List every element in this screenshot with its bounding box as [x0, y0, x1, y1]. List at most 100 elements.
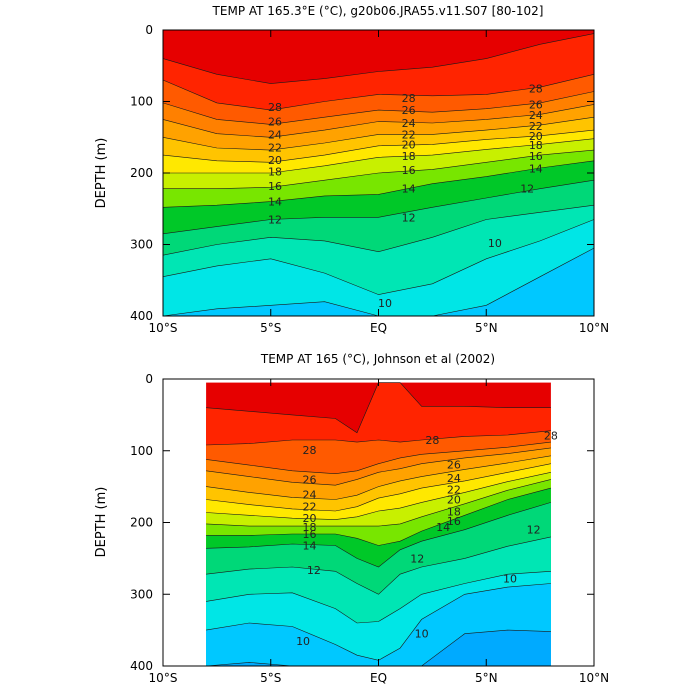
contour-label: 14 — [436, 521, 450, 534]
isotherm-14 — [162, 160, 595, 208]
contour-label: 28 — [544, 430, 558, 443]
contour-label: 12 — [410, 552, 424, 565]
isotherm-16 — [206, 487, 551, 546]
y-tick-label: 100 — [130, 95, 153, 109]
isotherm-28 — [162, 74, 595, 111]
isotherm-18 — [206, 479, 551, 527]
y-axis-label: DEPTH (m) — [94, 138, 109, 209]
contour-label: 20 — [529, 130, 543, 143]
contour-label: 12 — [402, 211, 416, 224]
x-tick-label: 5°S — [260, 321, 281, 335]
isotherm-18 — [163, 138, 595, 174]
y-tick-label: 300 — [130, 238, 153, 252]
isotherm-27 — [206, 441, 551, 475]
contour-label: 10 — [503, 572, 517, 585]
contour-label: 26 — [268, 116, 282, 129]
isotherm-14 — [206, 502, 551, 568]
contour-label: 10 — [488, 237, 502, 250]
y-tick-label: 200 — [130, 166, 153, 180]
x-tick-label: EQ — [370, 321, 387, 335]
contour-label: 16 — [303, 528, 317, 541]
contour-label: 22 — [268, 141, 282, 154]
x-tick-label: 10°N — [579, 321, 609, 335]
contour-label: 10 — [296, 635, 310, 648]
contour-label: 22 — [529, 120, 543, 133]
isotherm-26 — [162, 91, 595, 125]
contour-label: 18 — [303, 521, 317, 534]
contour-label: 14 — [402, 183, 416, 196]
contour-label: 12 — [520, 183, 534, 196]
contour-label: 18 — [447, 506, 461, 519]
isotherm-24 — [206, 455, 551, 500]
x-tick-label: 10°N — [579, 671, 609, 685]
contour-label: 14 — [529, 163, 543, 176]
contour-label: 10 — [378, 297, 392, 310]
contour-label: 18 — [402, 150, 416, 163]
x-tick-label: 5°N — [475, 671, 498, 685]
isotherm-22 — [206, 463, 551, 512]
y-tick-label: 400 — [130, 659, 153, 673]
x-tick-label: 10°S — [149, 321, 178, 335]
contour-label: 24 — [303, 489, 317, 502]
contour-label: 18 — [529, 139, 543, 152]
contour-label: 16 — [268, 180, 282, 193]
chart-title: TEMP AT 165 (°C), Johnson et al (2002) — [260, 352, 495, 366]
contour-label: 26 — [529, 98, 543, 111]
contour-label: 14 — [303, 539, 317, 552]
contour-label: 16 — [529, 150, 543, 163]
isotherm-11 — [206, 571, 551, 624]
contour-label: 14 — [268, 196, 282, 209]
x-tick-label: EQ — [370, 671, 387, 685]
y-tick-label: 0 — [145, 372, 153, 386]
contour-label: 22 — [303, 501, 317, 514]
x-tick-label: 5°N — [475, 321, 498, 335]
chart-title: TEMP AT 165.3°E (°C), g20b06.JRA55.v11.S… — [212, 4, 544, 18]
contour-label: 20 — [402, 138, 416, 151]
contour-label: 20 — [268, 154, 282, 167]
x-tick-label: 10°S — [149, 671, 178, 685]
y-tick-label: 100 — [130, 444, 153, 458]
contour-label: 22 — [447, 483, 461, 496]
contour-label: 24 — [529, 109, 543, 122]
contour-label: 26 — [402, 104, 416, 117]
isotherm-29 — [162, 33, 595, 84]
y-tick-label: 400 — [130, 309, 153, 323]
y-tick-label: 200 — [130, 516, 153, 530]
isotherm-12 — [162, 179, 595, 235]
contour-label: 18 — [268, 166, 282, 179]
contour-label: 26 — [303, 473, 317, 486]
contour-label: 24 — [402, 117, 416, 130]
temperature-band-10 — [163, 219, 594, 316]
contour-label: 12 — [307, 564, 321, 577]
contour-label: 28 — [268, 101, 282, 114]
contour-label: 28 — [425, 434, 439, 447]
contour-label: 22 — [402, 128, 416, 141]
isotherm-11 — [162, 204, 595, 256]
contour-label: 16 — [402, 164, 416, 177]
contour-label: 16 — [447, 515, 461, 528]
panel-observations: TEMP AT 165 (°C), Johnson et al (2002) 2… — [94, 352, 609, 685]
isotherm-28 — [206, 430, 551, 446]
panel-model: TEMP AT 165.3°E (°C), g20b06.JRA55.v11.S… — [94, 4, 609, 335]
contour-label: 24 — [268, 128, 282, 141]
contour-label: 24 — [447, 472, 461, 485]
contour-label: 20 — [303, 512, 317, 525]
isotherm-20 — [162, 129, 595, 163]
contour-label: 12 — [268, 213, 282, 226]
contour-label: 20 — [447, 494, 461, 507]
contour-label: 28 — [402, 92, 416, 105]
isotherm-12 — [206, 536, 551, 595]
isotherm-16 — [163, 149, 595, 189]
isotherm-20 — [206, 472, 551, 520]
isotherm-10 — [162, 219, 595, 295]
contour-label: 28 — [303, 444, 317, 457]
isotherm-24 — [162, 104, 595, 138]
contour-label: 28 — [529, 83, 543, 96]
y-axis-label: DEPTH (m) — [94, 487, 109, 558]
isotherm-22 — [162, 116, 595, 151]
contour-label: 12 — [527, 524, 541, 537]
temperature-band-9 — [206, 630, 551, 666]
y-tick-label: 300 — [130, 587, 153, 601]
